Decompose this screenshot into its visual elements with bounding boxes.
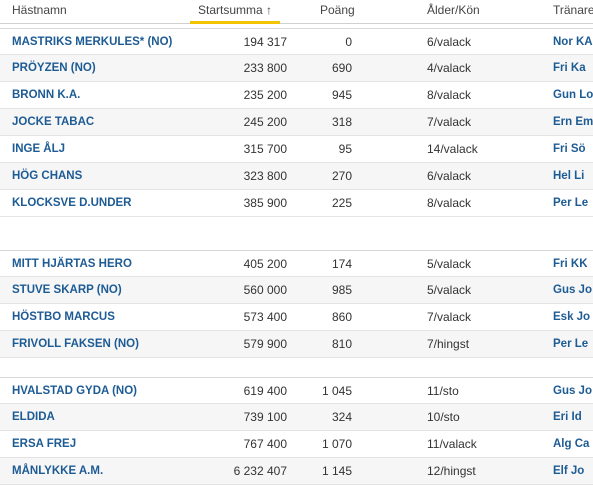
column-header[interactable]: Poäng — [320, 3, 355, 17]
trainer[interactable]: Fri Sö — [553, 143, 586, 155]
age-sex: 7/valack — [427, 115, 472, 129]
age-sex: 7/valack — [427, 310, 472, 324]
table-row: PRÖYZEN (NO) 233 800 690 4/valack Fri Ka — [0, 55, 593, 82]
table-row: ERSA FREJ 767 400 1 070 11/valack Alg Ca — [0, 431, 593, 458]
horse-name[interactable]: HÖG CHANS — [12, 170, 83, 182]
points: 690 — [331, 61, 352, 75]
table-row: MÅNLYKKE A.M. 6 232 407 1 145 12/hingst Elf … — [0, 458, 593, 485]
start-sum: 579 900 — [243, 337, 287, 351]
points: 1 145 — [321, 464, 352, 478]
trainer[interactable]: Per Le — [553, 197, 589, 209]
age-sex: 12/hingst — [427, 464, 476, 478]
trainer[interactable]: Fri KK — [553, 258, 588, 270]
column-header[interactable]: Ålder/Kön — [427, 3, 480, 17]
points: 225 — [331, 196, 352, 210]
trainer[interactable]: Per Le — [553, 338, 589, 350]
age-sex: 8/valack — [427, 88, 472, 102]
age-sex: 4/valack — [427, 61, 472, 75]
horse-name[interactable]: ERSA FREJ — [12, 438, 77, 450]
start-sum: 560 000 — [243, 283, 287, 297]
horse-name[interactable]: BRONN K.A. — [12, 89, 81, 101]
horse-name[interactable]: MASTRIKS MERKULES* (NO) — [12, 36, 173, 48]
horse-name[interactable]: ELDIDA — [12, 411, 55, 423]
age-sex: 11/sto — [427, 384, 459, 398]
start-sum: 619 400 — [243, 384, 287, 398]
horse-name[interactable]: MÅNLYKKE A.M. — [12, 465, 104, 477]
table-row: KLOCKSVE D.UNDER 385 900 225 8/valack Per Le — [0, 190, 593, 217]
age-sex: 8/valack — [427, 196, 472, 210]
column-header[interactable]: Tränare — [553, 3, 593, 17]
horse-name[interactable]: MITT HJÄRTAS HERO — [12, 258, 132, 270]
table-header: Hästnamn Startsumma ↑ Poäng Ålder/Kön Tränar… — [0, 0, 593, 24]
age-sex: 14/valack — [427, 142, 478, 156]
points: 324 — [331, 410, 352, 424]
trainer[interactable]: Gus Jo — [553, 284, 592, 296]
start-sum: 573 400 — [243, 310, 287, 324]
start-sum: 6 232 407 — [233, 464, 287, 478]
horse-name[interactable]: HVALSTAD GYDA (NO) — [12, 385, 138, 397]
start-sum: 235 200 — [243, 88, 287, 102]
table-row: ELDIDA 739 100 324 10/sto Eri Id — [0, 404, 593, 431]
trainer[interactable]: Ern Em — [553, 116, 593, 128]
table-row: JOCKE TABAC 245 200 318 7/valack Ern Em — [0, 109, 593, 136]
start-sum: 767 400 — [243, 437, 287, 451]
table-row: STUVE SKARP (NO) 560 000 985 5/valack Gus Jo — [0, 277, 593, 304]
horse-name[interactable]: INGE ÅLJ — [12, 143, 66, 155]
horse-name[interactable]: FRIVOLL FAKSEN (NO) — [12, 338, 139, 350]
age-sex: 6/valack — [427, 169, 472, 183]
start-sum: 323 800 — [243, 169, 287, 183]
age-sex: 10/sto — [427, 410, 460, 424]
points: 270 — [331, 169, 352, 183]
horse-name[interactable]: JOCKE TABAC — [12, 116, 95, 128]
points: 945 — [331, 88, 352, 102]
table-row: HVALSTAD GYDA (NO) 619 400 1 045 11/sto Gus … — [0, 377, 593, 404]
age-sex: 11/valack — [427, 437, 477, 451]
table-row: HÖSTBO MARCUS 573 400 860 7/valack Esk Jo — [0, 304, 593, 331]
trainer[interactable]: Nor KA — [553, 36, 593, 48]
points: 1 045 — [321, 384, 352, 398]
points: 318 — [331, 115, 352, 129]
points: 985 — [331, 283, 352, 297]
start-sum: 315 700 — [243, 142, 287, 156]
start-sum: 385 900 — [243, 196, 287, 210]
table-row: HÖG CHANS 323 800 270 6/valack Hel Li — [0, 163, 593, 190]
points: 1 070 — [321, 437, 352, 451]
start-sum: 245 200 — [243, 115, 287, 129]
table-row: MITT HJÄRTAS HERO 405 200 174 5/valack Fri K… — [0, 250, 593, 277]
trainer[interactable]: Eri Id — [553, 411, 582, 423]
points: 810 — [331, 337, 352, 351]
start-sum: 405 200 — [243, 257, 287, 271]
points: 860 — [331, 310, 352, 324]
table-row: MASTRIKS MERKULES* (NO) 194 317 0 6/valack N… — [0, 28, 593, 55]
horse-name[interactable]: PRÖYZEN (NO) — [12, 62, 96, 74]
horse-name[interactable]: STUVE SKARP (NO) — [12, 284, 122, 296]
table-row: INGE ÅLJ 315 700 95 14/valack Fri Sö — [0, 136, 593, 163]
points: 0 — [345, 35, 352, 49]
column-header[interactable]: Hästnamn — [12, 3, 67, 17]
trainer[interactable]: Elf Jo — [553, 465, 585, 477]
trainer[interactable]: Esk Jo — [553, 311, 591, 323]
sort-indicator — [190, 21, 280, 24]
trainer[interactable]: Gus Jo — [553, 385, 592, 397]
start-sum: 739 100 — [243, 410, 287, 424]
column-header[interactable]: Startsumma ↑ — [197, 3, 272, 17]
trainer[interactable]: Alg Ca — [553, 438, 590, 450]
start-sum: 194 317 — [243, 35, 287, 49]
trainer[interactable]: Fri Ka — [553, 62, 586, 74]
age-sex: 5/valack — [427, 283, 472, 297]
start-sum: 233 800 — [243, 61, 287, 75]
horse-name[interactable]: HÖSTBO MARCUS — [12, 311, 115, 323]
points: 174 — [331, 257, 352, 271]
points: 95 — [338, 142, 352, 156]
age-sex: 6/valack — [427, 35, 472, 49]
table-row: BRONN K.A. 235 200 945 8/valack Gun Lo — [0, 82, 593, 109]
table-row: FRIVOLL FAKSEN (NO) 579 900 810 7/hingst Per… — [0, 331, 593, 358]
horse-name[interactable]: KLOCKSVE D.UNDER — [12, 197, 132, 209]
age-sex: 5/valack — [427, 257, 472, 271]
trainer[interactable]: Gun Lo — [553, 89, 593, 101]
age-sex: 7/hingst — [427, 337, 470, 351]
trainer[interactable]: Hel Li — [553, 170, 585, 182]
